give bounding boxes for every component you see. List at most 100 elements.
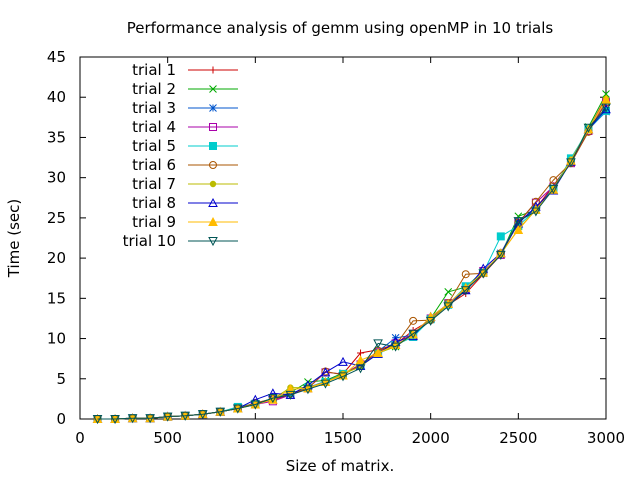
data-point bbox=[601, 103, 611, 113]
y-axis-label: Time (sec) bbox=[5, 199, 23, 278]
x-axis-label: Size of matrix. bbox=[286, 457, 394, 475]
data-point bbox=[197, 410, 208, 420]
legend-swatch-marker bbox=[208, 216, 218, 226]
legend-swatch-marker bbox=[209, 104, 217, 112]
y-tick-label: 20 bbox=[47, 249, 66, 267]
y-axis: 0 5 10 15 20 25 30 35 40 45 bbox=[47, 48, 606, 428]
data-point bbox=[180, 411, 191, 421]
data-point bbox=[268, 394, 278, 404]
data-point bbox=[303, 385, 313, 395]
data-point bbox=[443, 302, 454, 312]
x-tick-label: 1500 bbox=[324, 429, 362, 447]
data-point bbox=[320, 379, 331, 389]
legend-item: trial 3 bbox=[132, 99, 238, 117]
data-point bbox=[425, 316, 436, 326]
data-point bbox=[566, 158, 576, 168]
chart-title: Performance analysis of gemm using openM… bbox=[127, 19, 554, 37]
data-point bbox=[285, 384, 296, 394]
data-point bbox=[373, 347, 383, 358]
legend-swatch-marker bbox=[209, 66, 217, 74]
legend-label: trial 6 bbox=[132, 156, 176, 174]
x-tick-label: 2000 bbox=[412, 429, 450, 447]
data-point bbox=[162, 412, 173, 422]
data-point bbox=[601, 104, 611, 114]
legend-item: trial 4 bbox=[132, 118, 238, 136]
series-layer bbox=[92, 90, 611, 425]
data-point bbox=[513, 224, 524, 234]
data-point bbox=[495, 250, 506, 260]
data-point bbox=[355, 355, 366, 365]
legend-item: trial 8 bbox=[132, 194, 238, 212]
legend-label: trial 10 bbox=[123, 232, 176, 250]
legend-label: trial 7 bbox=[132, 175, 176, 193]
y-tick-label: 15 bbox=[47, 289, 66, 307]
data-point bbox=[548, 184, 559, 194]
data-point bbox=[461, 270, 470, 279]
y-tick-label: 40 bbox=[47, 88, 66, 106]
data-point bbox=[460, 286, 471, 296]
data-point bbox=[320, 367, 331, 377]
legend-item: trial 10 bbox=[123, 232, 238, 250]
x-tick-label: 2500 bbox=[499, 429, 537, 447]
legend-label: trial 2 bbox=[132, 80, 176, 98]
legend-item: trial 5 bbox=[132, 137, 238, 155]
data-point bbox=[250, 400, 261, 410]
legend-label: trial 1 bbox=[132, 61, 176, 79]
legend-label: trial 9 bbox=[132, 213, 176, 231]
legend-label: trial 8 bbox=[132, 194, 176, 212]
data-point bbox=[145, 414, 155, 424]
data-point bbox=[531, 207, 541, 217]
legend-swatch-marker bbox=[209, 142, 217, 150]
legend-item: trial 9 bbox=[132, 213, 238, 231]
legend-label: trial 3 bbox=[132, 99, 176, 117]
x-tick-label: 1000 bbox=[236, 429, 274, 447]
legend-swatch-marker bbox=[209, 85, 217, 93]
y-tick-label: 10 bbox=[47, 330, 66, 348]
y-tick-label: 25 bbox=[47, 209, 66, 227]
y-tick-label: 35 bbox=[47, 128, 66, 146]
x-tick-label: 3000 bbox=[587, 429, 625, 447]
legend-swatch-marker bbox=[208, 237, 218, 247]
data-point bbox=[338, 356, 348, 366]
legend-item: trial 1 bbox=[132, 61, 238, 79]
legend-swatch-marker bbox=[208, 197, 218, 207]
data-point bbox=[408, 329, 418, 339]
data-point bbox=[496, 232, 505, 241]
data-point bbox=[583, 123, 594, 133]
data-point bbox=[549, 176, 558, 185]
y-tick-label: 5 bbox=[56, 370, 66, 388]
data-point bbox=[444, 288, 453, 296]
data-point bbox=[513, 217, 524, 227]
data-point bbox=[110, 415, 120, 425]
legend-swatch-marker bbox=[209, 161, 217, 169]
legend-swatch-marker bbox=[209, 123, 217, 131]
legend-label: trial 5 bbox=[132, 137, 176, 155]
data-point bbox=[92, 415, 103, 425]
data-point bbox=[601, 94, 611, 104]
data-point bbox=[409, 316, 418, 325]
legend-swatch-marker bbox=[209, 180, 217, 188]
x-tick-label: 500 bbox=[153, 429, 182, 447]
legend-item: trial 7 bbox=[132, 175, 238, 193]
data-point bbox=[127, 414, 138, 424]
data-point bbox=[373, 339, 383, 349]
y-tick-label: 45 bbox=[47, 48, 66, 66]
data-point bbox=[268, 394, 278, 404]
data-point bbox=[338, 372, 348, 382]
legend-item: trial 6 bbox=[132, 156, 238, 174]
legend-label: trial 4 bbox=[132, 118, 176, 136]
legend-item: trial 2 bbox=[132, 80, 238, 98]
data-point bbox=[390, 342, 401, 352]
data-point bbox=[478, 269, 489, 279]
series-trial-10 bbox=[92, 103, 611, 425]
x-tick-label: 0 bbox=[75, 429, 85, 447]
data-point bbox=[215, 407, 226, 417]
x-axis: 0 500 1000 1500 2000 2500 3000 bbox=[75, 57, 625, 447]
data-point bbox=[355, 364, 366, 374]
y-tick-label: 30 bbox=[47, 169, 66, 187]
data-point bbox=[602, 90, 610, 98]
data-point bbox=[285, 390, 296, 400]
y-tick-label: 0 bbox=[56, 410, 66, 428]
